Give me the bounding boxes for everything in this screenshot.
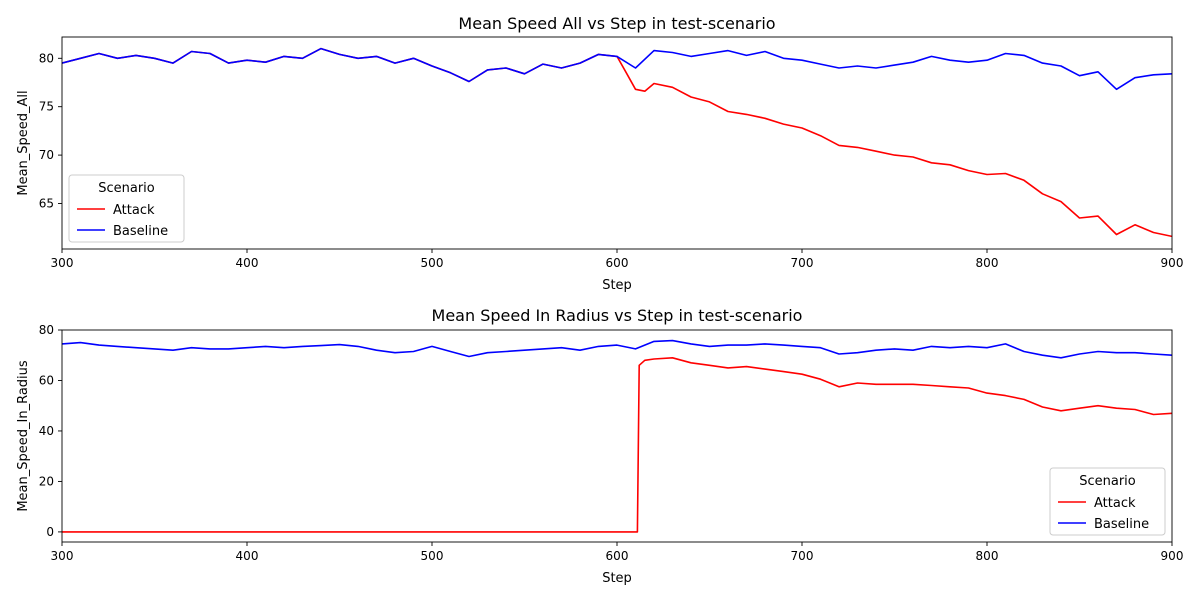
x-tick-label: 800 [976,549,999,563]
y-tick-label: 60 [39,373,54,387]
y-tick-label: 65 [39,197,54,211]
x-tick-label: 800 [976,256,999,270]
x-tick-label: 900 [1161,256,1184,270]
series-line-baseline [62,47,1172,91]
series-line-baseline [62,339,1172,359]
legend-title: Scenario [98,181,155,196]
series-line-attack [62,356,1172,533]
plot-area [61,36,1173,250]
legend-title: Scenario [1079,474,1136,489]
legend-box [68,174,185,243]
chart-title: Mean Speed In Radius vs Step in test-sce… [432,306,803,325]
x-tick-label: 400 [236,549,259,563]
legend-label-baseline: Baseline [113,224,168,239]
legend-label-baseline: Baseline [1094,517,1149,532]
y-tick-label: 75 [39,100,54,114]
y-tick-label: 80 [39,323,54,337]
legend-label-attack: Attack [1094,496,1136,511]
chart-title: Mean Speed All vs Step in test-scenario [458,14,775,33]
y-tick-label: 20 [39,474,54,488]
chart-panel-2: Mean Speed In Radius vs Step in test-sce… [16,306,1183,586]
x-tick-label: 500 [421,549,444,563]
x-tick-label: 700 [791,549,814,563]
legend: Scenario Attack Baseline [68,174,185,243]
x-tick-label: 300 [51,256,74,270]
chart-panel-1: Mean Speed All vs Step in test-scenario 3… [16,14,1183,293]
x-axis-label: Step [602,571,632,586]
x-tick-label: 300 [51,549,74,563]
x-tick-label: 600 [606,549,629,563]
y-axis-label: Mean_Speed_In_Radius [16,360,31,512]
x-tick-label: 600 [606,256,629,270]
legend-box [1049,467,1166,536]
legend-label-attack: Attack [113,203,155,218]
plot-area [61,329,1173,543]
x-tick-label: 500 [421,256,444,270]
x-tick-label: 400 [236,256,259,270]
y-axis-label: Mean_Speed_All [16,90,31,195]
x-tick-label: 900 [1161,549,1184,563]
legend: Scenario Attack Baseline [1049,467,1166,536]
y-tick-label: 0 [46,525,54,539]
x-axis-label: Step [602,278,632,293]
y-tick-label: 70 [39,148,54,162]
x-tick-label: 700 [791,256,814,270]
y-tick-label: 80 [39,51,54,65]
y-tick-label: 40 [39,424,54,438]
series-line-attack [62,47,1172,238]
